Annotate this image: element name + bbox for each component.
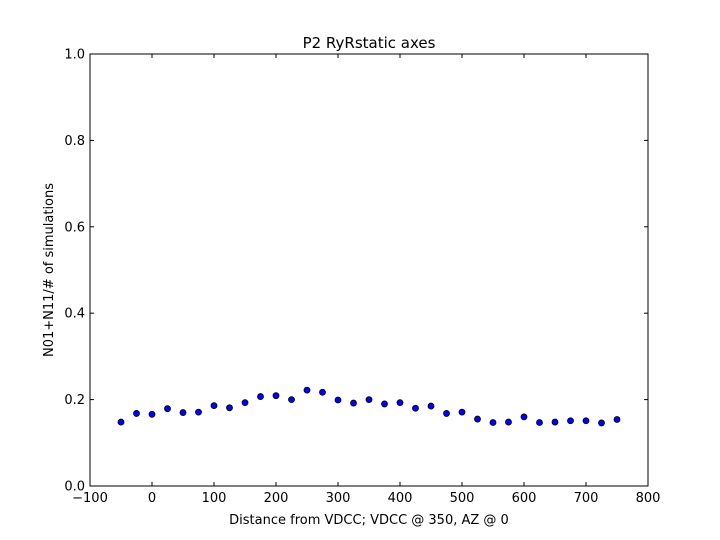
x-tick-label: 800: [636, 491, 661, 506]
y-tick-label: 0.0: [64, 480, 85, 495]
data-point: [195, 408, 202, 416]
x-tick-label: 400: [388, 491, 413, 506]
data-point: [288, 396, 295, 404]
data-point: [334, 396, 342, 404]
data-point: [365, 396, 373, 404]
y-tick-label: 0.6: [64, 220, 85, 235]
x-axis-ticks: −100 0 100 200 300 400 500 600 700 800: [72, 54, 660, 506]
x-tick-label: 700: [574, 491, 599, 506]
data-point: [319, 388, 326, 396]
data-point: [474, 415, 481, 423]
data-point: [613, 416, 621, 423]
data-point: [489, 419, 497, 426]
data-point: [117, 418, 125, 426]
x-tick-label: 500: [450, 491, 475, 506]
data-point: [567, 417, 574, 425]
data-point: [427, 402, 435, 410]
data-point: [226, 404, 233, 412]
data-point: [505, 418, 512, 426]
x-tick-label: 300: [326, 491, 351, 506]
data-point: [551, 418, 559, 426]
data-point: [303, 386, 311, 394]
x-axis-label: Distance from VDCC; VDCC @ 350, AZ @ 0: [229, 513, 509, 528]
data-point: [133, 410, 140, 417]
axes-background: [90, 54, 648, 486]
y-tick-label: 1.0: [64, 48, 85, 63]
x-tick-label: 0: [148, 491, 156, 506]
x-tick-label: 600: [512, 491, 537, 506]
data-point: [458, 408, 466, 416]
y-axis-ticks: 0.0 0.2 0.4 0.6 0.8 1.0: [64, 48, 648, 495]
x-tick-label: 100: [202, 491, 227, 506]
plot-area: −100 0 100 200 300 400 500 600 700 800 0.00.20.40…: [64, 48, 660, 507]
data-point: [179, 409, 187, 416]
y-tick-label: 0.8: [64, 134, 85, 149]
data-series: [117, 386, 621, 427]
data-point: [148, 410, 156, 418]
y-tick-label: 0.2: [64, 393, 85, 408]
x-tick-label: 200: [264, 491, 289, 506]
data-point: [598, 419, 605, 427]
chart-title: P2 RyRstatic axes: [303, 34, 436, 52]
data-point: [582, 417, 590, 425]
data-point: [381, 400, 388, 408]
data-point: [520, 413, 528, 421]
axes-frame: [89, 53, 649, 487]
data-point: [536, 419, 543, 426]
data-point: [396, 399, 404, 407]
data-point: [241, 399, 249, 407]
data-point: [272, 392, 280, 400]
data-point: [350, 399, 357, 407]
data-point: [210, 402, 218, 410]
x-tick-label: −100: [72, 491, 108, 506]
data-point: [412, 404, 419, 412]
y-axis-label: N01+N11/# of simulations: [42, 183, 57, 357]
data-point: [257, 393, 264, 400]
y-tick-label: 0.4: [64, 307, 85, 322]
data-point: [164, 405, 171, 413]
data-point: [443, 410, 450, 417]
